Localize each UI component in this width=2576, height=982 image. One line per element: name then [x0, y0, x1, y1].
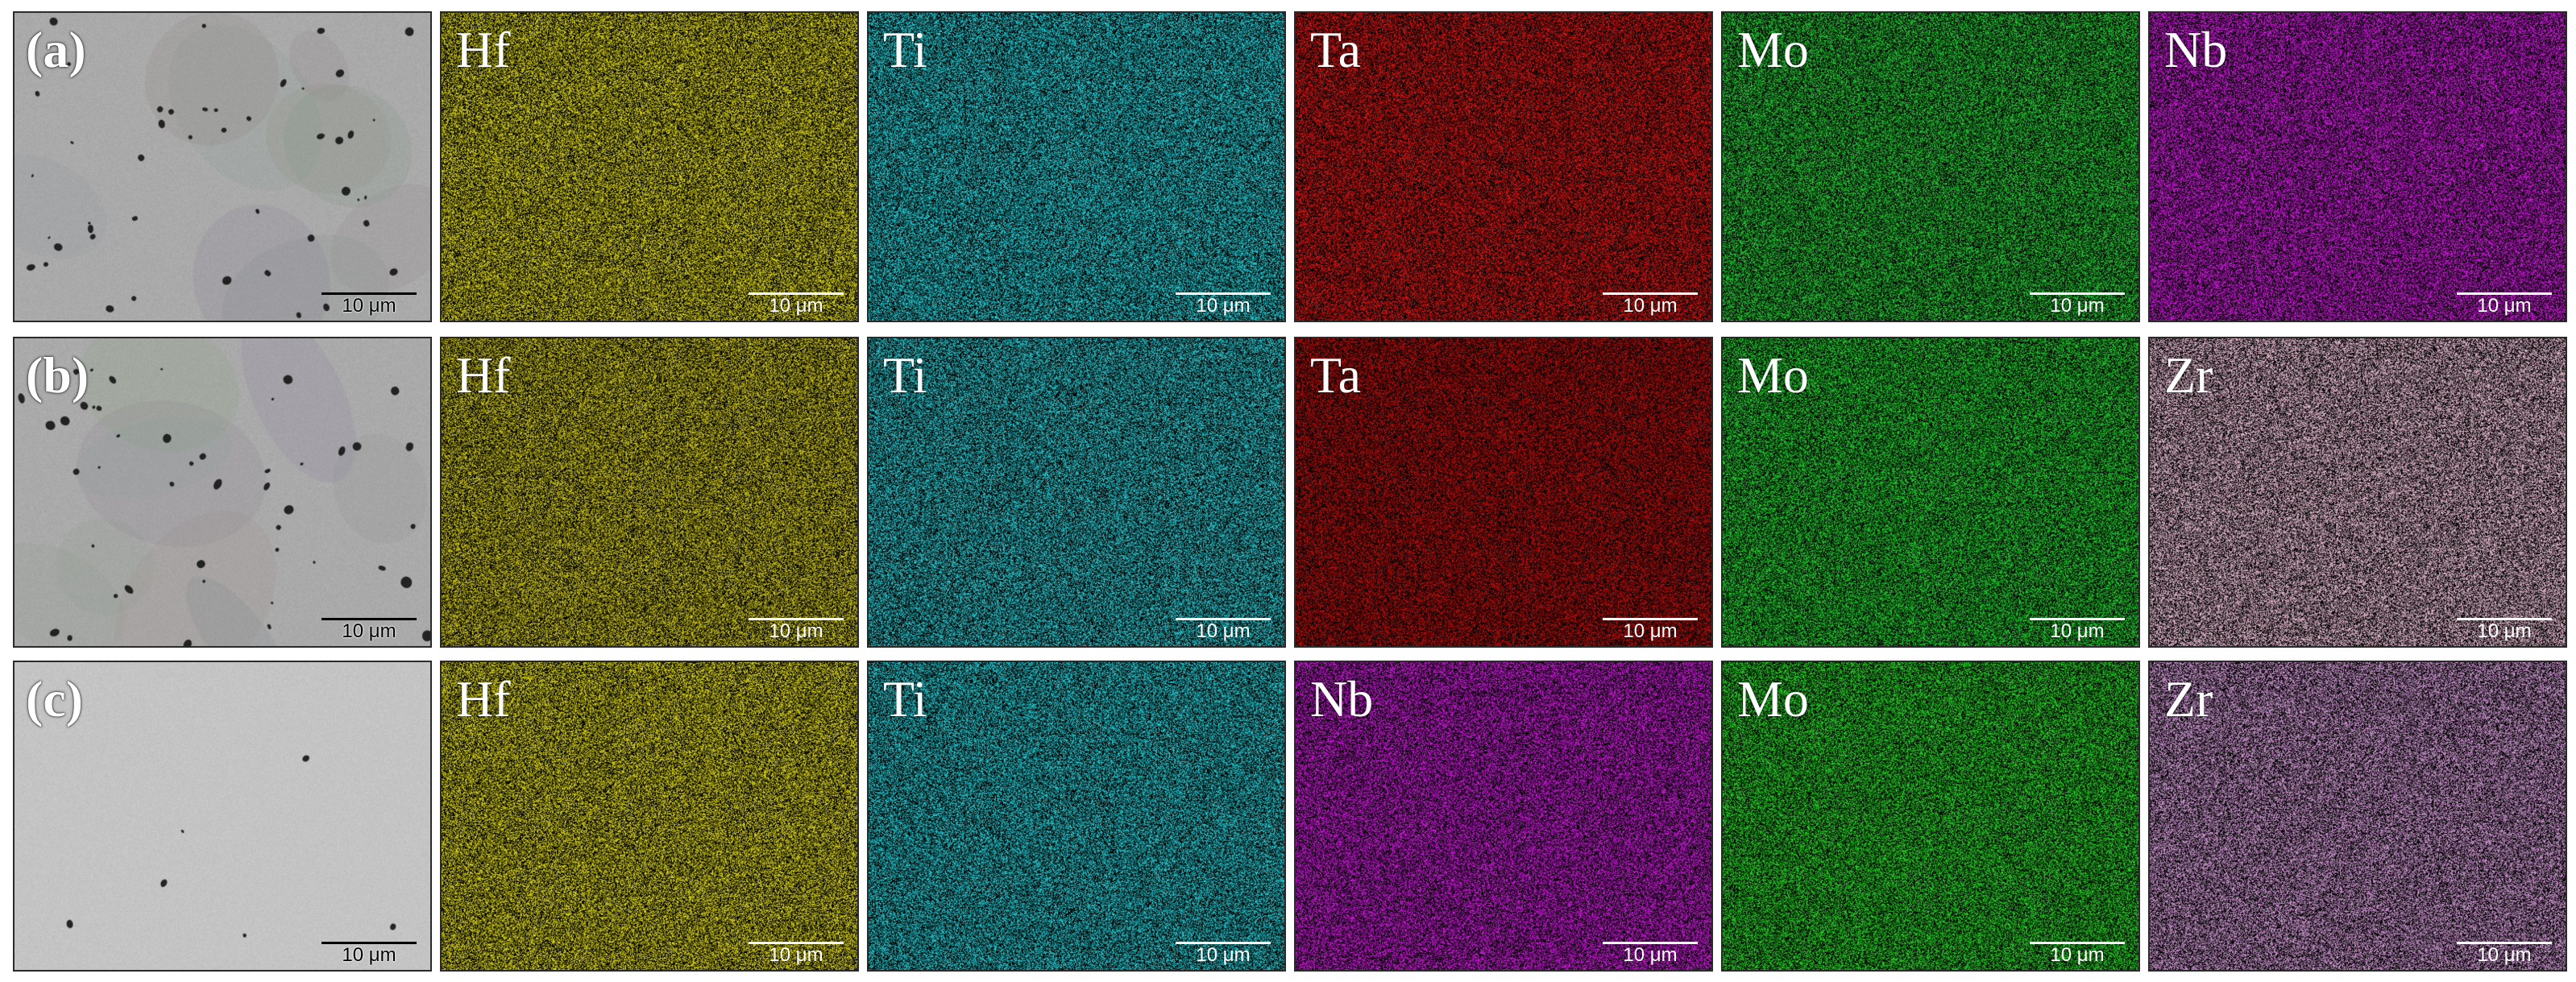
element-label: Ti	[883, 346, 927, 404]
eds-map-c-1: Hf 10 μm	[440, 661, 859, 972]
scale-bar: 10 μm	[1173, 942, 1273, 965]
element-label: Zr	[2164, 346, 2213, 404]
element-label: Ti	[883, 21, 927, 78]
scale-bar: 10 μm	[1600, 618, 1700, 641]
sem-image-b: (b) 10 μm	[13, 337, 432, 648]
panel-label: (a)	[26, 21, 86, 78]
eds-map-c-3: Nb 10 μm	[1294, 661, 1713, 972]
eds-map-c-5: Zr 10 μm	[2148, 661, 2567, 972]
element-label: Ti	[883, 670, 927, 727]
eds-map-a-1: Hf 10 μm	[440, 11, 859, 322]
scale-bar: 10 μm	[319, 618, 419, 641]
scale-bar: 10 μm	[2027, 942, 2127, 965]
eds-map-b-2: Ti 10 μm	[867, 337, 1286, 648]
eds-map-a-5: Nb 10 μm	[2148, 11, 2567, 322]
scale-bar: 10 μm	[1600, 292, 1700, 316]
scale-bar: 10 μm	[746, 618, 846, 641]
scale-bar: 10 μm	[746, 942, 846, 965]
scale-bar: 10 μm	[2027, 292, 2127, 316]
scale-bar: 10 μm	[1173, 292, 1273, 316]
scale-bar: 10 μm	[319, 942, 419, 965]
element-label: Zr	[2164, 670, 2213, 727]
eds-map-b-3: Ta 10 μm	[1294, 337, 1713, 648]
panel-label: (b)	[26, 346, 89, 404]
sem-image-a: (a) 10 μm	[13, 11, 432, 322]
element-label: Ta	[1310, 21, 1362, 78]
row-c: (c) 10 μm Hf 10 μm Ti 10 μm Nb 10 μm Mo …	[0, 661, 2576, 972]
eds-map-c-2: Ti 10 μm	[867, 661, 1286, 972]
eds-map-b-4: Mo 10 μm	[1721, 337, 2140, 648]
element-label: Nb	[1310, 670, 1374, 727]
row-b: (b) 10 μm Hf 10 μm Ti 10 μm Ta 10 μm Mo …	[0, 337, 2576, 648]
panel-label: (c)	[26, 670, 84, 727]
element-label: Nb	[2164, 21, 2228, 78]
scale-bar: 10 μm	[2027, 618, 2127, 641]
element-label: Hf	[456, 346, 511, 404]
sem-image-c: (c) 10 μm	[13, 661, 432, 972]
scale-bar: 10 μm	[2454, 942, 2554, 965]
eds-map-a-3: Ta 10 μm	[1294, 11, 1713, 322]
scale-bar: 10 μm	[2454, 618, 2554, 641]
scale-bar: 10 μm	[746, 292, 846, 316]
element-label: Mo	[1737, 346, 1809, 404]
scale-bar: 10 μm	[1173, 618, 1273, 641]
row-a: (a) 10 μm Hf 10 μm Ti 10 μm Ta 10 μm Mo …	[0, 11, 2576, 322]
scale-bar: 10 μm	[319, 292, 419, 316]
eds-map-c-4: Mo 10 μm	[1721, 661, 2140, 972]
element-label: Mo	[1737, 21, 1809, 78]
eds-map-a-2: Ti 10 μm	[867, 11, 1286, 322]
scale-bar: 10 μm	[2454, 292, 2554, 316]
element-label: Hf	[456, 670, 511, 727]
element-label: Hf	[456, 21, 511, 78]
element-label: Ta	[1310, 346, 1362, 404]
eds-map-b-1: Hf 10 μm	[440, 337, 859, 648]
eds-map-a-4: Mo 10 μm	[1721, 11, 2140, 322]
eds-map-b-5: Zr 10 μm	[2148, 337, 2567, 648]
element-label: Mo	[1737, 670, 1809, 727]
scale-bar: 10 μm	[1600, 942, 1700, 965]
